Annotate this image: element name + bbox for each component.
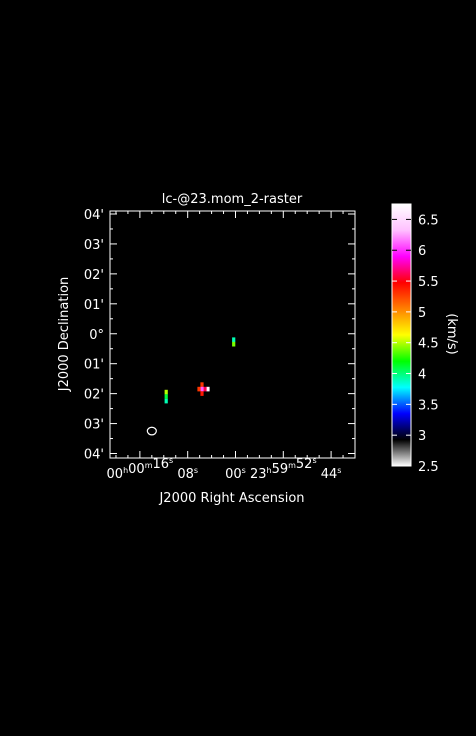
raster-pixel (232, 337, 236, 342)
raster-pixel (200, 382, 204, 387)
y-tick-label: 02' (84, 388, 104, 403)
y-tick-label: 02' (84, 268, 104, 283)
colorbar-tick-label: 3 (418, 429, 426, 444)
raster-pixel (206, 386, 210, 392)
x-tick-label: 00h00m16s (107, 456, 174, 482)
x-tick-label: 00s (225, 466, 246, 482)
raster-pixels (164, 337, 236, 404)
colorbar (391, 203, 412, 467)
y-tick-label: 01' (84, 298, 104, 313)
colorbar-tick-label: 4 (418, 368, 426, 383)
x-tick-label: 44s (321, 466, 342, 482)
colorbar-ticks: 2.5 3 3.5 4 4.5 5 5.5 6 6.5 (392, 213, 439, 475)
y-tick-label: 0° (89, 328, 104, 343)
colorbar-tick-label: 2.5 (418, 460, 439, 475)
x-tick-label: 08s (177, 466, 198, 482)
y-axis-label: J2000 Declination (57, 277, 72, 393)
y-tick-label: 04' (84, 448, 104, 463)
colorbar-tick-label: 4.5 (418, 337, 439, 352)
raster-pixel (200, 386, 204, 392)
y-axis-ticks: 04' 03' 02' 01' 0° 01' 02' 03' 04' (84, 208, 355, 463)
colorbar-label: (km/s) (444, 313, 459, 355)
raster-pixel (232, 341, 236, 347)
y-tick-label: 01' (84, 358, 104, 373)
chart-title: lc-@23.mom_2-raster (162, 192, 303, 207)
plot-frame (109, 210, 356, 459)
beam-ellipse (146, 426, 157, 436)
colorbar-tick-label: 3.5 (418, 398, 439, 413)
raster-pixel (164, 394, 168, 399)
y-tick-label: 03' (84, 418, 104, 433)
colorbar-tick-label: 5.5 (418, 275, 439, 290)
colorbar-tick-label: 6.5 (418, 213, 439, 228)
raster-pixel (203, 386, 207, 392)
y-tick-label: 03' (84, 238, 104, 253)
raster-pixel (200, 391, 204, 396)
raster-pixel (197, 386, 201, 392)
x-axis-label: J2000 Right Ascension (158, 491, 304, 506)
raster-pixel (164, 389, 168, 395)
raster-pixel (164, 398, 168, 404)
colorbar-tick-label: 6 (418, 244, 426, 259)
colorbar-tick-label: 5 (418, 306, 426, 321)
y-tick-label: 04' (84, 208, 104, 223)
x-tick-label: 23h59m52s (250, 456, 317, 482)
